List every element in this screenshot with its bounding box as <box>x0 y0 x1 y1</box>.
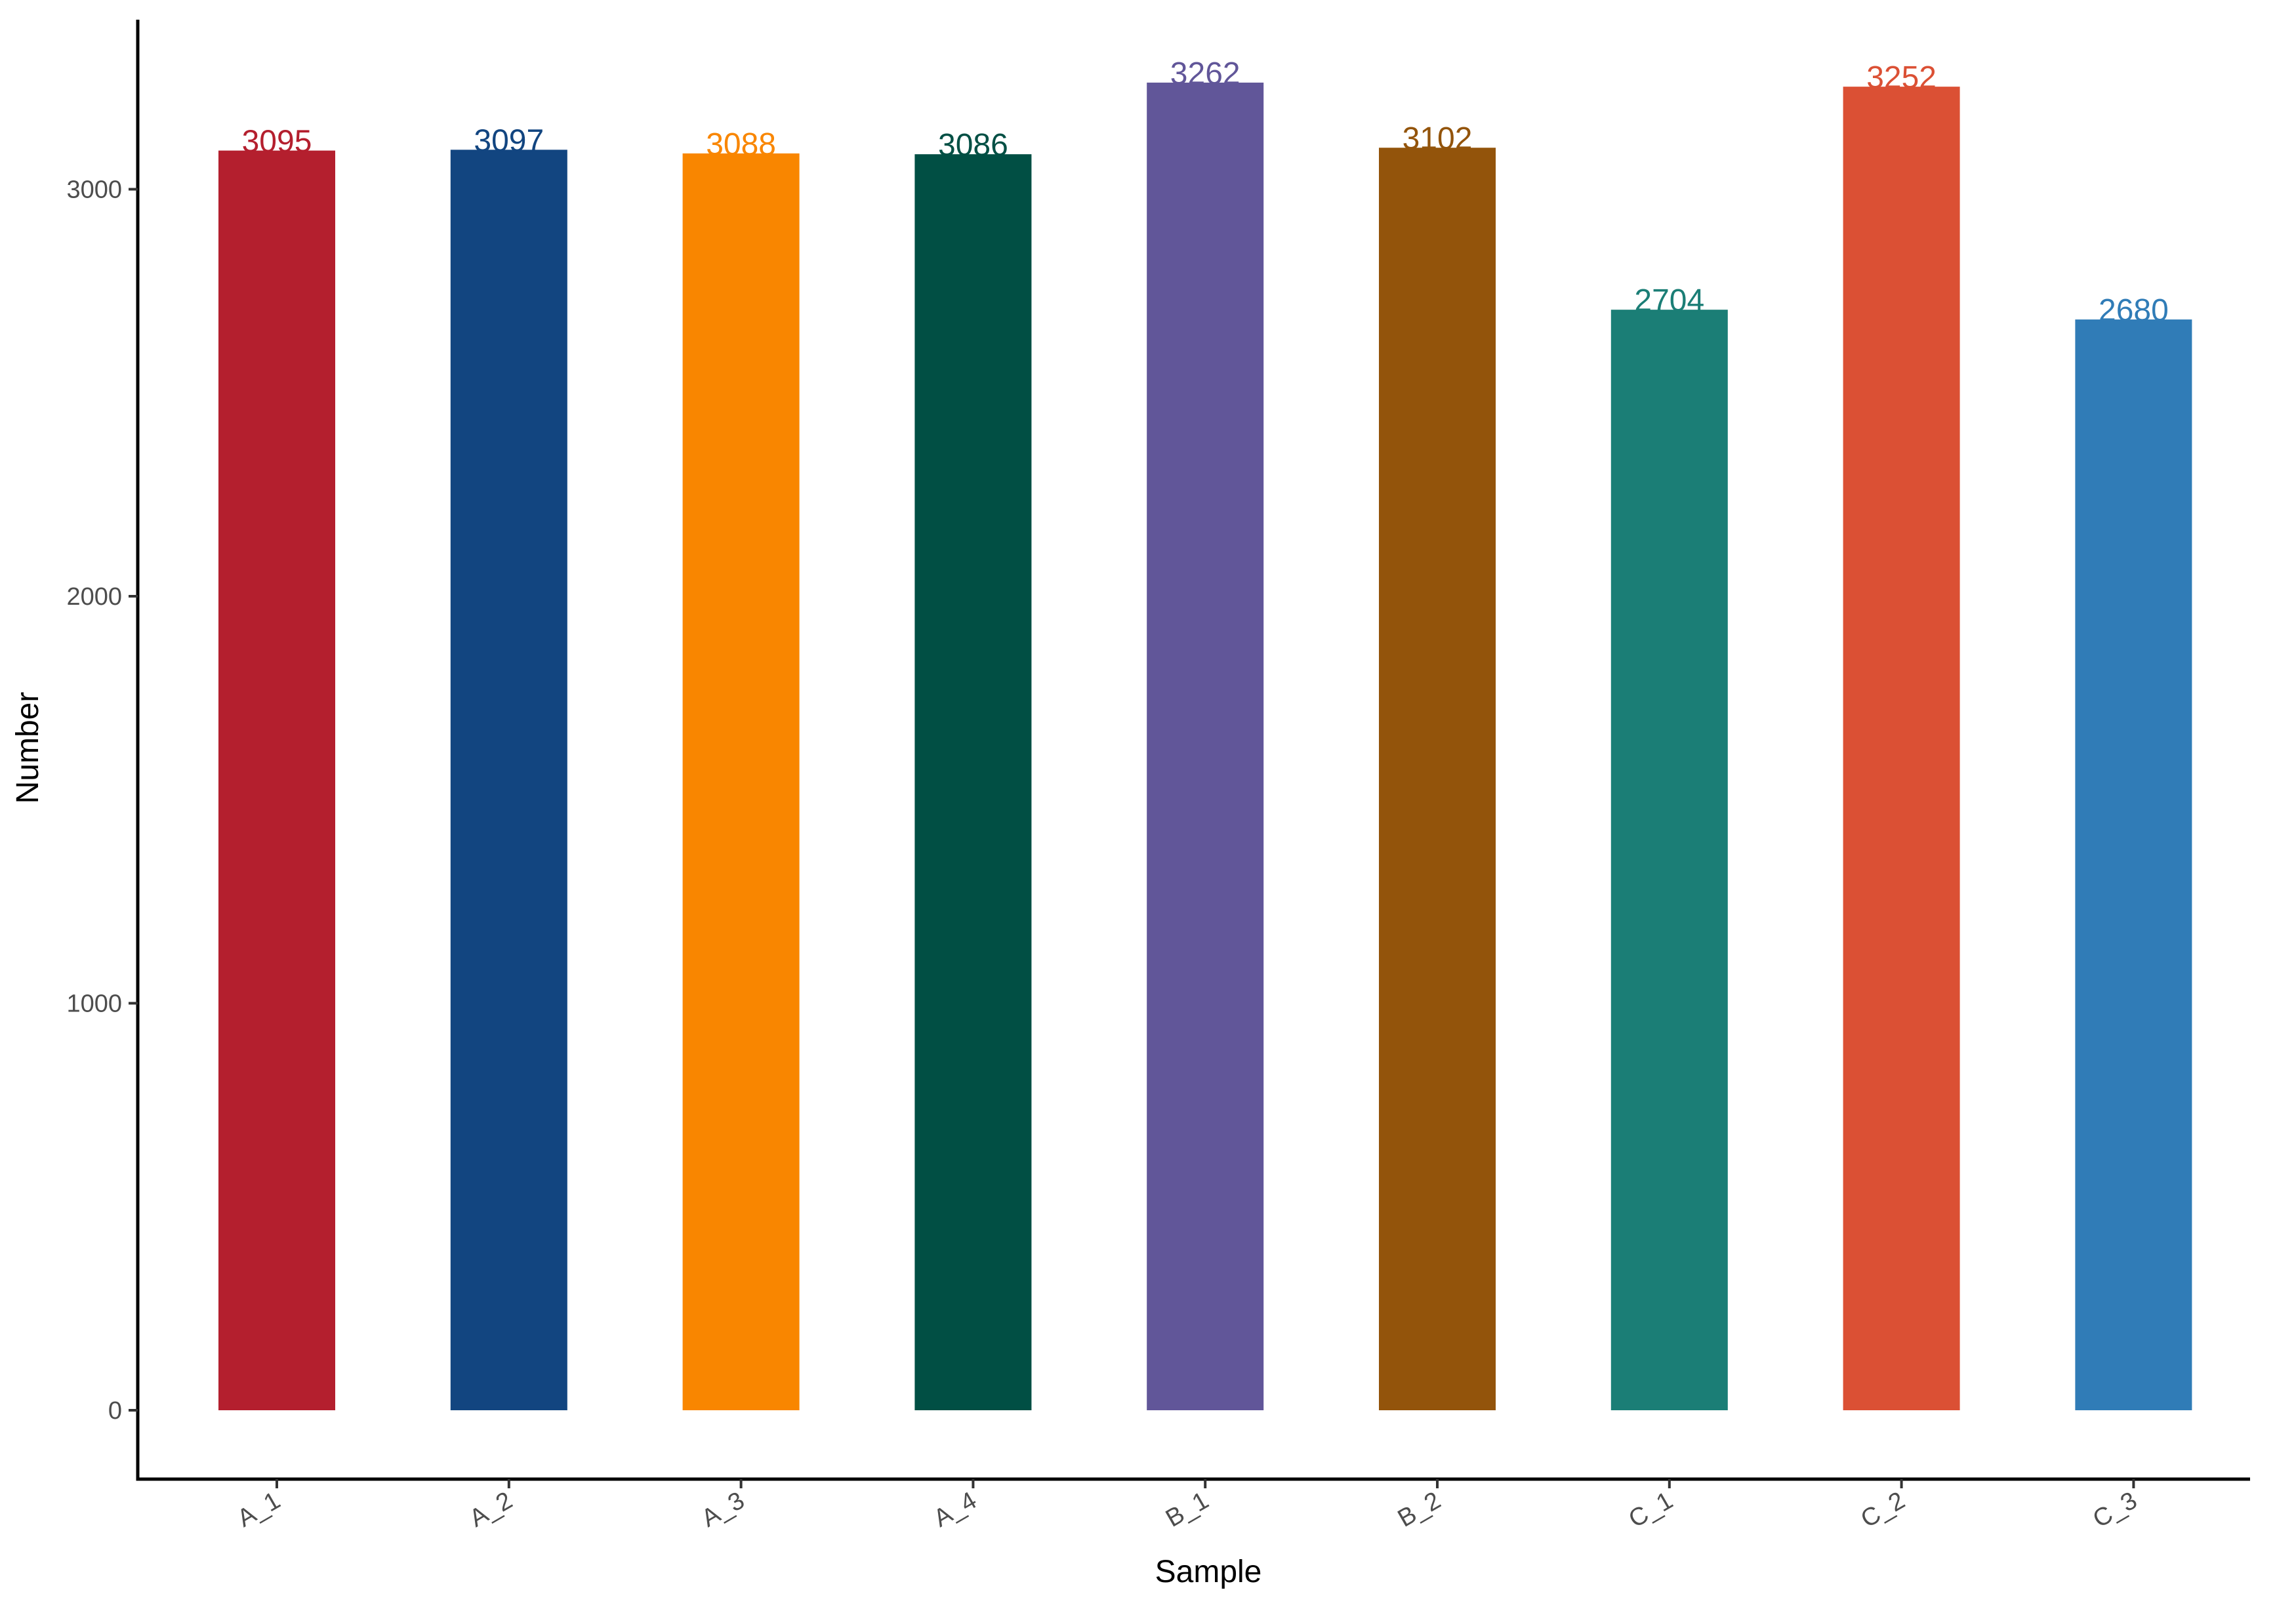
value-label-c-1: 2704 <box>1634 283 1704 318</box>
value-label-c-2: 3252 <box>1866 60 1937 95</box>
x-axis-title: Sample <box>1155 1555 1262 1589</box>
bar-a-4 <box>914 154 1032 1411</box>
x-tick-label: C_3 <box>2089 1486 2142 1533</box>
bar-a-3 <box>682 153 800 1410</box>
x-tick-label: B_2 <box>1393 1486 1446 1532</box>
y-axis-title: Number <box>10 692 45 804</box>
value-label-b-2: 3102 <box>1403 121 1473 156</box>
value-label-a-1: 3095 <box>242 125 312 159</box>
y-tick-label: 3000 <box>66 176 122 204</box>
x-tick-label: A_2 <box>465 1486 518 1532</box>
bar-a-1 <box>218 150 335 1411</box>
x-tick-label: A_1 <box>233 1486 285 1532</box>
x-tick-label: C_1 <box>1624 1486 1677 1533</box>
value-label-a-2: 3097 <box>474 123 544 158</box>
bar-c-1 <box>1610 310 1728 1411</box>
value-label-a-3: 3088 <box>706 127 776 162</box>
bar-c-2 <box>1843 87 1960 1410</box>
x-tick-label: C_2 <box>1856 1486 1910 1533</box>
bars-group <box>218 82 2192 1411</box>
value-labels-group: 3095 3097 3088 3086 3262 3102 2704 3252 2680 <box>242 56 2169 328</box>
x-tick-label: B_1 <box>1161 1486 1214 1532</box>
bar-b-2 <box>1379 148 1496 1411</box>
bar-b-1 <box>1147 82 1264 1411</box>
x-tick-label: A_3 <box>697 1486 750 1532</box>
value-label-b-1: 3262 <box>1170 56 1240 91</box>
y-tick-label: 2000 <box>66 583 122 611</box>
bar-a-2 <box>450 150 567 1410</box>
y-tick-label: 1000 <box>66 990 122 1018</box>
y-tick-label: 0 <box>108 1397 122 1425</box>
value-label-c-3: 2680 <box>2099 293 2169 328</box>
x-axis-ticks: A_1 A_2 A_3 A_4 B_1 B_2 C_1 C_2 C_3 <box>233 1479 2142 1534</box>
bar-c-3 <box>2075 319 2192 1410</box>
y-axis-ticks: 0 1000 2000 3000 <box>66 176 138 1425</box>
value-label-a-4: 3086 <box>938 128 1008 163</box>
x-tick-label: A_4 <box>929 1486 981 1532</box>
